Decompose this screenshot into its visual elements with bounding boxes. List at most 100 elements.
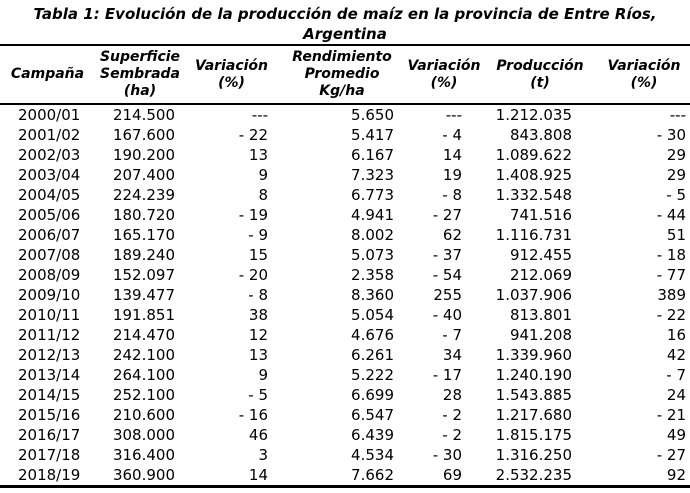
- campana-cell: 2008/09: [18, 266, 81, 284]
- header-row: Campaña Superficie Sembrada (ha) Variaci…: [0, 45, 690, 105]
- value-cell: 12: [248, 326, 268, 344]
- column-header-variacion-rendimiento: Variación (%): [406, 45, 482, 105]
- value-cell: - 8: [248, 286, 268, 304]
- value-cell: 255: [433, 286, 462, 304]
- value-cell: - 77: [656, 266, 686, 284]
- table-row: 2015/16 210.600 - 16 6.547 - 2 1.217.680 - 21: [0, 405, 690, 425]
- value-cell: - 18: [656, 246, 686, 264]
- value-cell: 29: [666, 146, 686, 164]
- value-cell: - 2: [442, 426, 462, 444]
- value-cell: - 21: [656, 406, 686, 424]
- column-header-rendimiento-promedio: Rendimiento Promedio Kg/ha: [278, 45, 406, 105]
- value-cell: 8.002: [351, 226, 394, 244]
- value-cell: - 54: [432, 266, 462, 284]
- value-cell: 316.400: [112, 446, 175, 464]
- campana-cell: 2014/15: [18, 386, 81, 404]
- table-row: 2008/09 152.097 - 20 2.358 - 54 212.069 - 77: [0, 265, 690, 285]
- value-cell: 34: [442, 346, 462, 364]
- value-cell: 1.116.731: [495, 226, 572, 244]
- value-cell: 190.200: [112, 146, 175, 164]
- campana-cell: 2018/19: [18, 466, 81, 484]
- table-title: Tabla 1: Evolución de la producción de m…: [0, 0, 690, 44]
- value-cell: 360.900: [112, 466, 175, 484]
- value-cell: 4.534: [351, 446, 394, 464]
- value-cell: 6.439: [351, 426, 394, 444]
- value-cell: - 27: [432, 206, 462, 224]
- table-row: 2005/06 180.720 - 19 4.941 - 27 741.516 - 44: [0, 205, 690, 225]
- value-cell: 912.455: [509, 246, 572, 264]
- value-cell: 6.261: [351, 346, 394, 364]
- campana-cell: 2015/16: [18, 406, 81, 424]
- value-cell: 813.801: [509, 306, 572, 324]
- value-cell: 5.650: [351, 106, 394, 124]
- value-cell: 8.360: [351, 286, 394, 304]
- table-row: 2013/14 264.100 9 5.222 - 17 1.240.190 - 7: [0, 365, 690, 385]
- value-cell: 152.097: [112, 266, 175, 284]
- value-cell: 19: [442, 166, 462, 184]
- value-cell: 180.720: [112, 206, 175, 224]
- value-cell: 1.217.680: [495, 406, 572, 424]
- table-row: 2012/13 242.100 13 6.261 34 1.339.960 42: [0, 345, 690, 365]
- value-cell: 14: [442, 146, 462, 164]
- value-cell: 15: [248, 246, 268, 264]
- value-cell: 5.222: [351, 366, 394, 384]
- campana-cell: 2017/18: [18, 446, 81, 464]
- value-cell: 252.100: [112, 386, 175, 404]
- value-cell: 1.240.190: [495, 366, 572, 384]
- value-cell: 1.316.250: [495, 446, 572, 464]
- value-cell: 165.170: [112, 226, 175, 244]
- value-cell: 389: [657, 286, 686, 304]
- value-cell: 1.339.960: [495, 346, 572, 364]
- value-cell: - 30: [656, 126, 686, 144]
- value-cell: 6.773: [351, 186, 394, 204]
- value-cell: ---: [669, 106, 686, 124]
- value-cell: - 5: [666, 186, 686, 204]
- table-row: 2018/19 360.900 14 7.662 69 2.532.235 92: [0, 465, 690, 487]
- value-cell: 42: [666, 346, 686, 364]
- value-cell: 6.167: [351, 146, 394, 164]
- value-cell: 6.699: [351, 386, 394, 404]
- campana-cell: 2004/05: [18, 186, 81, 204]
- value-cell: 5.417: [351, 126, 394, 144]
- value-cell: 242.100: [112, 346, 175, 364]
- value-cell: 7.662: [351, 466, 394, 484]
- campana-cell: 2011/12: [18, 326, 81, 344]
- campana-cell: 2006/07: [18, 226, 81, 244]
- campana-cell: 2010/11: [18, 306, 81, 324]
- value-cell: - 8: [442, 186, 462, 204]
- value-cell: - 27: [656, 446, 686, 464]
- table-row: 2001/02 167.600 - 22 5.417 - 4 843.808 - 30: [0, 125, 690, 145]
- value-cell: 2.532.235: [495, 466, 572, 484]
- value-cell: 9: [258, 166, 268, 184]
- value-cell: 941.208: [509, 326, 572, 344]
- table-row: 2000/01 214.500 --- 5.650 --- 1.212.035 ---: [0, 104, 690, 125]
- data-table: Campaña Superficie Sembrada (ha) Variaci…: [0, 44, 690, 488]
- value-cell: - 40: [432, 306, 462, 324]
- value-cell: 9: [258, 366, 268, 384]
- value-cell: 308.000: [112, 426, 175, 444]
- table-row: 2002/03 190.200 13 6.167 14 1.089.622 29: [0, 145, 690, 165]
- table-row: 2016/17 308.000 46 6.439 - 2 1.815.175 49: [0, 425, 690, 445]
- column-header-variacion-produccion: Variación (%): [598, 45, 690, 105]
- value-cell: 6.547: [351, 406, 394, 424]
- table-row: 2009/10 139.477 - 8 8.360 255 1.037.906 389: [0, 285, 690, 305]
- value-cell: - 16: [238, 406, 268, 424]
- value-cell: - 4: [442, 126, 462, 144]
- value-cell: 1.037.906: [495, 286, 572, 304]
- value-cell: 3: [258, 446, 268, 464]
- campana-cell: 2007/08: [18, 246, 81, 264]
- value-cell: 13: [248, 146, 268, 164]
- value-cell: - 2: [442, 406, 462, 424]
- value-cell: - 44: [656, 206, 686, 224]
- column-header-superficie-sembrada: Superficie Sembrada (ha): [95, 45, 185, 105]
- value-cell: 8: [258, 186, 268, 204]
- value-cell: ---: [445, 106, 462, 124]
- value-cell: 1.332.548: [495, 186, 572, 204]
- value-cell: 212.069: [509, 266, 572, 284]
- table-title-line2: Argentina: [303, 25, 387, 43]
- value-cell: 264.100: [112, 366, 175, 384]
- value-cell: 741.516: [509, 206, 572, 224]
- table-header: Campaña Superficie Sembrada (ha) Variaci…: [0, 45, 690, 105]
- value-cell: 4.941: [351, 206, 394, 224]
